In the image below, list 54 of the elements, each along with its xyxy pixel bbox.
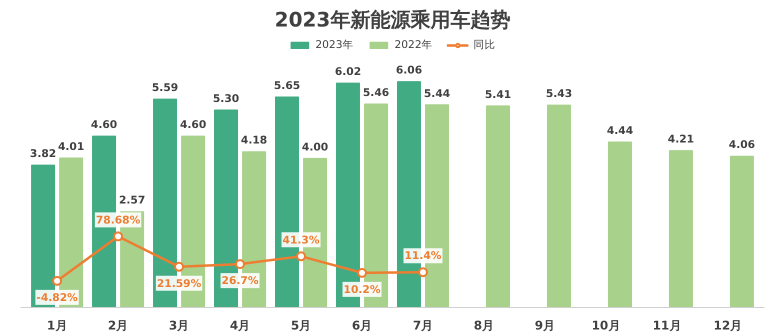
data-label: 10.2% (344, 282, 381, 296)
x-tick-label: 10月 (592, 318, 620, 332)
data-label: 26.7% (222, 274, 259, 288)
point (174, 262, 184, 272)
x-tick-label: 12月 (714, 318, 742, 332)
x-tick-label: 1月 (46, 318, 68, 332)
data-label: 2.57 (118, 194, 146, 207)
data-label: 5.43 (546, 87, 572, 100)
data-label: 4.60 (90, 118, 118, 132)
data-label: 3.82 (30, 147, 56, 160)
data-label: 11.4% (404, 249, 442, 262)
point (357, 268, 368, 278)
data-label: 21.59% (156, 276, 202, 290)
data-label: 5.65 (274, 78, 300, 92)
x-tick-label: 4月 (230, 318, 250, 332)
legend-label: 同比 (474, 38, 496, 52)
data-label: 6.06 (396, 64, 422, 77)
bar (546, 104, 571, 308)
point (52, 276, 62, 286)
legend-label: 2022年 (394, 38, 433, 52)
point (296, 251, 306, 262)
bar (730, 156, 754, 308)
data-label: 5.30 (212, 92, 240, 105)
data-label: 41.3% (282, 233, 320, 246)
x-tick-label: 3月 (168, 318, 190, 332)
point (235, 259, 246, 270)
x-tick-label: 7月 (412, 318, 434, 332)
data-label: 5.41 (484, 88, 512, 101)
data-label: 5.59 (152, 81, 178, 94)
data-label: 4.00 (302, 140, 328, 154)
data-label: 78.68% (96, 213, 141, 226)
legend-label: 2023年 (315, 38, 354, 52)
x-tick-label: 5月 (290, 318, 312, 332)
x-tick-label: 8月 (474, 318, 494, 332)
x-tick-label: 9月 (534, 318, 556, 332)
data-label: 4.18 (240, 134, 268, 147)
point (113, 231, 124, 242)
chart-title: 2023年新能源乘用车趋势 (274, 8, 510, 32)
data-label: 4.06 (728, 138, 756, 152)
data-label: -4.82% (36, 290, 78, 304)
data-label: 6.02 (334, 65, 362, 78)
x-tick-label: 11月 (652, 318, 682, 332)
x-tick-label: 6月 (352, 318, 372, 332)
bar (486, 105, 510, 308)
data-label: 4.44 (606, 124, 634, 138)
bar (608, 142, 632, 308)
point (418, 267, 428, 278)
data-label: 5.46 (362, 86, 390, 100)
data-label: 5.44 (424, 86, 450, 100)
x-tick-label: 2月 (108, 318, 128, 332)
data-label: 4.21 (668, 132, 694, 146)
data-label: 4.01 (58, 140, 84, 154)
bar (668, 150, 693, 308)
data-label: 4.60 (180, 118, 206, 132)
